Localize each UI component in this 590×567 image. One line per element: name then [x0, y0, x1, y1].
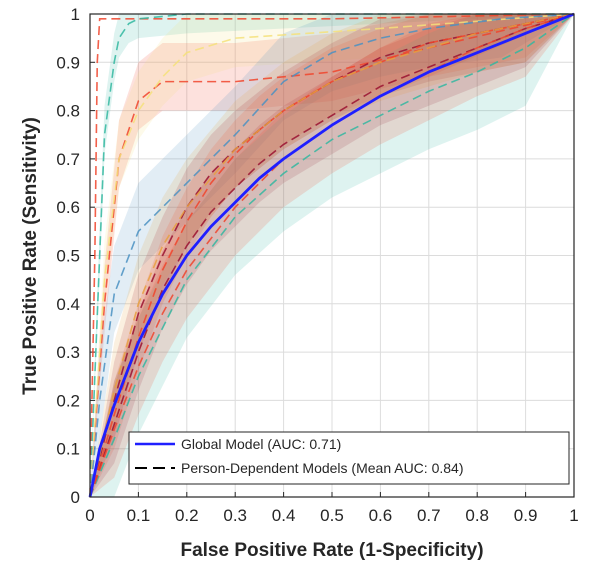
legend-label-global: Global Model (AUC: 0.71) — [181, 436, 341, 452]
x-tick-label: 0.8 — [465, 506, 489, 525]
x-tick-label: 0.9 — [514, 506, 538, 525]
series-lines — [88, 12, 575, 498]
person-model-line-5 — [89, 13, 575, 498]
plot-frame — [89, 13, 575, 498]
y-tick-label: 0.4 — [56, 295, 80, 314]
person-model-line-9 — [89, 13, 575, 498]
x-tick-label: 0.7 — [417, 506, 441, 525]
x-tick-label: 0.5 — [320, 506, 344, 525]
x-tick-label: 0.3 — [223, 506, 247, 525]
y-tick-label: 0.6 — [56, 198, 80, 217]
person-model-line-1 — [89, 13, 575, 498]
x-tick-label: 0.4 — [272, 506, 296, 525]
y-tick-label: 0.1 — [56, 440, 80, 459]
legend-box — [128, 431, 570, 485]
person-model-line-2 — [89, 13, 574, 498]
person-model-band-6 — [90, 14, 574, 497]
y-tick-labels: 0 0.1 0.2 0.3 0.4 0.5 0.6 0.7 0.8 0.9 1 — [56, 5, 80, 507]
legend-label-person-dependent: Person-Dependent Models (Mean AUC: 0.84) — [181, 460, 463, 476]
y-tick-label: 0.2 — [56, 391, 80, 410]
legend: Global Model (AUC: 0.71) Person-Dependen… — [128, 431, 570, 485]
person-model-band-10 — [90, 14, 574, 497]
person-model-line-3 — [89, 13, 575, 498]
y-tick-label: 1 — [71, 5, 80, 24]
x-tick-label: 0.2 — [175, 506, 199, 525]
y-axis-label: True Positive Rate (Sensitivity) — [20, 117, 41, 395]
x-tick-label: 0.1 — [127, 506, 151, 525]
person-model-line-4 — [89, 13, 575, 498]
x-tick-labels: 0 0.1 0.2 0.3 0.4 0.5 0.6 0.7 0.8 0.9 1 — [85, 506, 578, 525]
global-model-line — [88, 12, 575, 498]
person-model-line-10 — [89, 13, 575, 498]
y-tick-label: 0 — [71, 488, 80, 507]
x-axis-label: False Positive Rate (1-Specificity) — [180, 540, 483, 561]
x-tick-label: 0.6 — [369, 506, 393, 525]
person-model-line-7 — [89, 13, 575, 498]
y-tick-label: 0.8 — [56, 102, 80, 121]
x-tick-label: 1 — [569, 506, 578, 525]
y-tick-label: 0.3 — [56, 343, 80, 362]
person-model-band-5 — [90, 14, 574, 497]
person-model-band-3 — [90, 14, 574, 497]
y-tick-label: 0.5 — [56, 247, 80, 266]
y-tick-label: 0.7 — [56, 150, 80, 169]
person-model-band-9 — [90, 14, 574, 497]
y-tick-label: 0.9 — [56, 53, 80, 72]
x-tick-label: 0 — [85, 506, 94, 525]
